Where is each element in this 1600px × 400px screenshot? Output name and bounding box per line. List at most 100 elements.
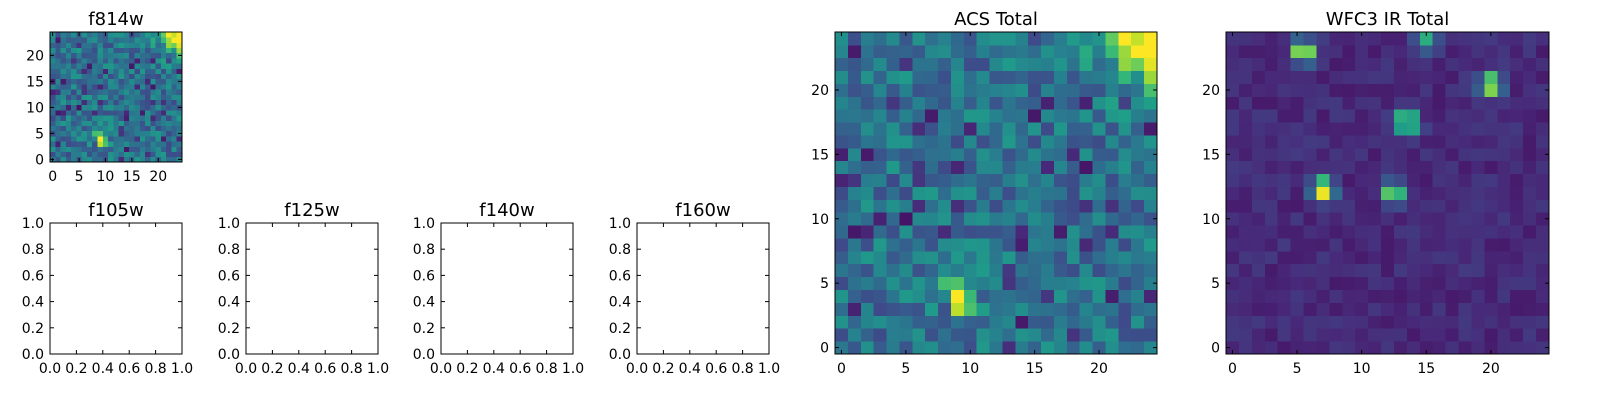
heatmap-cell: [1381, 160, 1395, 175]
heatmap-cell: [1536, 32, 1550, 46]
heatmap-cell: [1471, 186, 1485, 200]
heatmap-cell: [1002, 238, 1016, 252]
heatmap-cell: [1303, 83, 1317, 97]
heatmap-cell: [1238, 83, 1253, 97]
heatmap-cell: [963, 186, 978, 200]
heatmap-cell: [1381, 212, 1395, 226]
heatmap-cell: [1092, 173, 1106, 187]
heatmap-cell: [1092, 289, 1106, 303]
heatmap-cell: [1118, 122, 1132, 136]
heatmap-cell: [1092, 44, 1106, 59]
heatmap-cell: [102, 151, 109, 158]
heatmap-cell: [1432, 122, 1447, 136]
heatmap-cell: [76, 78, 83, 85]
heatmap-cell: [76, 110, 83, 116]
heatmap-cell: [1251, 147, 1266, 162]
heatmap-cell: [1536, 44, 1550, 59]
heatmap-cell: [118, 99, 125, 106]
heatmap-cell: [1368, 135, 1382, 149]
heatmap-cell: [1536, 96, 1550, 110]
heatmap-cell: [1118, 44, 1132, 59]
heatmap-cell: [1393, 147, 1408, 162]
heatmap-cell: [1368, 147, 1382, 162]
heatmap-cell: [113, 89, 120, 95]
heatmap-cell: [1497, 173, 1511, 187]
heatmap-cell: [1131, 212, 1145, 226]
heatmap-cell: [976, 83, 990, 97]
heatmap-cell: [1079, 173, 1093, 187]
heatmap-cell: [1015, 315, 1029, 329]
heatmap-cell: [92, 151, 98, 158]
heatmap-cell: [1290, 70, 1304, 84]
heatmap-cell: [1092, 70, 1106, 84]
heatmap-cell: [1329, 32, 1343, 46]
heatmap-cell: [1118, 32, 1132, 46]
heatmap-cell: [76, 73, 83, 80]
heatmap-cell: [1053, 302, 1068, 316]
heatmap-cell: [86, 63, 93, 69]
heatmap-cell: [1445, 263, 1459, 278]
heatmap-cell: [1445, 122, 1459, 136]
heatmap-cell: [1432, 199, 1447, 213]
heatmap-cell: [65, 32, 72, 38]
heatmap-cell: [1092, 276, 1106, 290]
heatmap-cell: [1393, 238, 1408, 252]
heatmap-cell: [176, 125, 183, 132]
heatmap-cell: [860, 238, 875, 252]
heatmap-cell: [171, 52, 178, 59]
heatmap-cell: [912, 32, 926, 46]
heatmap-cell: [160, 141, 167, 147]
heatmap-cell: [1028, 57, 1042, 72]
heatmap-cell: [129, 99, 135, 106]
heatmap-cell: [81, 68, 88, 74]
heatmap-cell: [1484, 160, 1498, 175]
heatmap-cell: [1419, 57, 1434, 72]
heatmap-cell: [1251, 212, 1266, 226]
heatmap-cell: [1523, 32, 1537, 46]
heatmap-cell: [1053, 122, 1068, 136]
heatmap-cell: [92, 115, 98, 121]
heatmap-cell: [1419, 212, 1434, 226]
heatmap-cell: [1497, 341, 1511, 355]
heatmap-cell: [71, 120, 77, 126]
heatmap-cell: [835, 57, 849, 72]
heatmap-cell: [860, 173, 875, 187]
heatmap-cell: [1264, 44, 1279, 59]
heatmap-cell: [1105, 328, 1119, 342]
heatmap-cell: [1118, 250, 1132, 265]
heatmap-cell: [139, 37, 146, 43]
heatmap-cell: [1484, 238, 1498, 252]
heatmap-cell: [912, 289, 926, 303]
heatmap-cell: [55, 94, 61, 100]
heatmap-cell: [860, 199, 875, 213]
heatmap-cell: [1419, 70, 1434, 84]
heatmap-cell: [65, 115, 72, 121]
heatmap-cell: [176, 99, 183, 106]
heatmap-cell: [1497, 44, 1511, 59]
heatmap-cell: [134, 120, 141, 126]
y-tick-label: 0: [35, 152, 44, 168]
heatmap-cell: [76, 89, 83, 95]
heatmap-cell: [160, 37, 167, 43]
heatmap-cell: [65, 47, 72, 54]
heatmap-cell: [176, 146, 183, 152]
heatmap-cell: [1316, 212, 1330, 226]
heatmap-cell: [145, 47, 151, 54]
heatmap-cell: [76, 146, 83, 152]
heatmap-cell: [81, 130, 88, 137]
heatmap-cell: [129, 37, 135, 43]
heatmap-cell: [118, 89, 125, 95]
heatmap-cell: [1264, 32, 1279, 46]
heatmap-cell: [886, 173, 900, 187]
heatmap-cell: [76, 94, 83, 100]
heatmap-cell: [1484, 109, 1498, 123]
heatmap-cell: [899, 57, 913, 72]
heatmap-cell: [145, 32, 151, 38]
heatmap-cell: [129, 78, 135, 85]
heatmap-cell: [1092, 147, 1106, 162]
heatmap-cell: [86, 42, 93, 48]
heatmap-cell: [108, 104, 114, 111]
heatmap-cell: [847, 135, 862, 149]
heatmap-cell: [1445, 212, 1459, 226]
